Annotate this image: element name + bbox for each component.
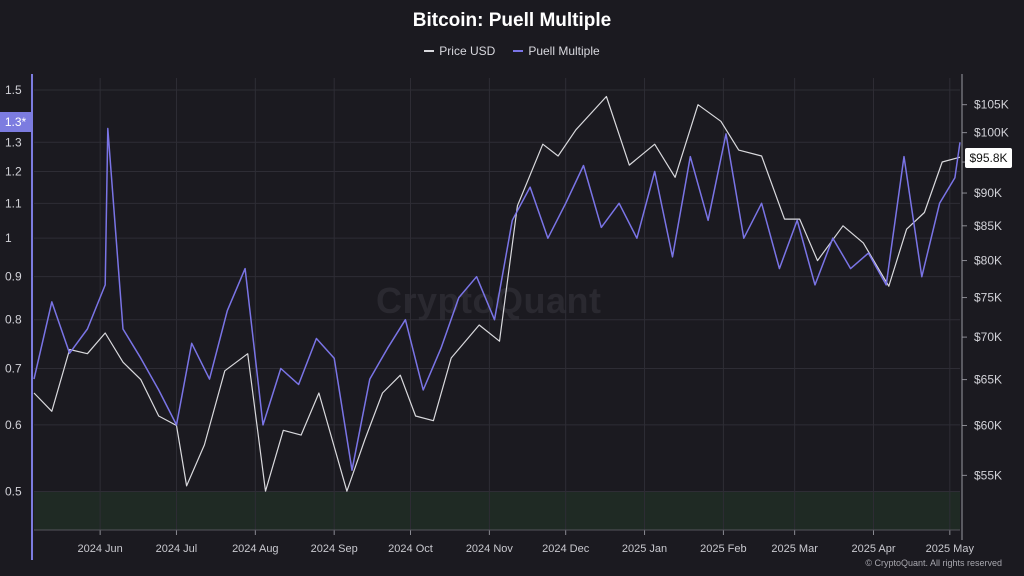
x-tick-label: 2025 Apr — [851, 543, 895, 555]
y-right-tick-label: $105K — [974, 98, 1009, 112]
y-left-tick-label: 0.9 — [5, 270, 22, 284]
legend-label-price: Price USD — [439, 44, 496, 58]
x-tick-label: 2025 May — [926, 543, 975, 555]
price-current-value-badge: $95.8K — [965, 148, 1012, 168]
watermark: CryptoQuant — [376, 280, 602, 321]
y-left-tick-label: 0.6 — [5, 418, 22, 432]
axis-layer — [31, 74, 967, 560]
y-left-tick-label: 0.5 — [5, 484, 22, 498]
y-right-tick-label: $90K — [974, 186, 1002, 200]
y-left-tick-label: 1.3 — [5, 135, 22, 149]
y-left-tick-label: 1.2 — [5, 165, 22, 179]
y-right-tick-label: $80K — [974, 254, 1002, 268]
y-right-tick-label: $60K — [974, 418, 1002, 432]
x-tick-label: 2024 Jul — [156, 543, 198, 555]
x-tick-label: 2025 Mar — [771, 543, 818, 555]
y-left-tick-label: 0.8 — [5, 313, 22, 327]
legend-swatch-puell — [513, 50, 524, 52]
x-tick-label: 2024 Dec — [542, 543, 590, 555]
y-right-tick-label: $75K — [974, 291, 1002, 305]
y-right-tick-label: $65K — [974, 373, 1002, 387]
puell-multiple-line — [33, 127, 961, 471]
puell-low-zone — [34, 491, 960, 530]
y-right-tick-label: $85K — [974, 219, 1002, 233]
y-left-tick-label: 1.5 — [5, 83, 22, 97]
copyright-notice: © CryptoQuant. All rights reserved — [865, 558, 1002, 568]
x-tick-label: 2024 Nov — [466, 543, 514, 555]
legend-item-puell[interactable]: Puell Multiple — [513, 44, 600, 58]
y-right-tick-label: $100K — [974, 126, 1009, 140]
grid-layer — [34, 78, 960, 530]
x-tick-label: 2024 Jun — [78, 543, 123, 555]
series-layer — [33, 95, 961, 492]
y-right-tick-label: $55K — [974, 468, 1002, 482]
legend-swatch-price — [424, 50, 435, 52]
x-tick-label: 2024 Oct — [388, 543, 433, 555]
y-left-tick-label: 0.7 — [5, 362, 22, 376]
y-left-tick-label: 1 — [5, 231, 12, 245]
y-left-tick-label: 1.1 — [5, 196, 22, 210]
x-tick-label: 2024 Sep — [311, 543, 358, 555]
chart-title: Bitcoin: Puell Multiple — [412, 10, 612, 31]
legend-label-puell: Puell Multiple — [528, 44, 600, 58]
x-tick-label: 2025 Feb — [700, 543, 746, 555]
chart-legend: Price USD Puell Multiple — [0, 44, 1024, 58]
x-tick-label: 2025 Jan — [622, 543, 667, 555]
y-right-tick-label: $70K — [974, 330, 1002, 344]
threshold-band-layer — [34, 491, 960, 530]
x-tick-label: 2024 Aug — [232, 543, 279, 555]
tick-label-layer: 0.5 0.6 0.7 0.8 0.9 1 1.1 1.2 1.3 1.5 $55K $60K $65K… — [5, 83, 1009, 555]
puell-current-value-badge: 1.3* — [0, 112, 31, 132]
legend-item-price[interactable]: Price USD — [424, 44, 495, 58]
price-usd-line — [33, 95, 961, 492]
